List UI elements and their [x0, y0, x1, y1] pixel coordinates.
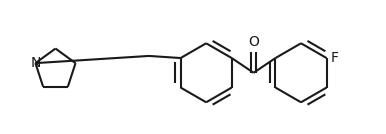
Text: F: F: [331, 51, 339, 65]
Text: N: N: [30, 56, 41, 70]
Text: O: O: [248, 35, 259, 49]
